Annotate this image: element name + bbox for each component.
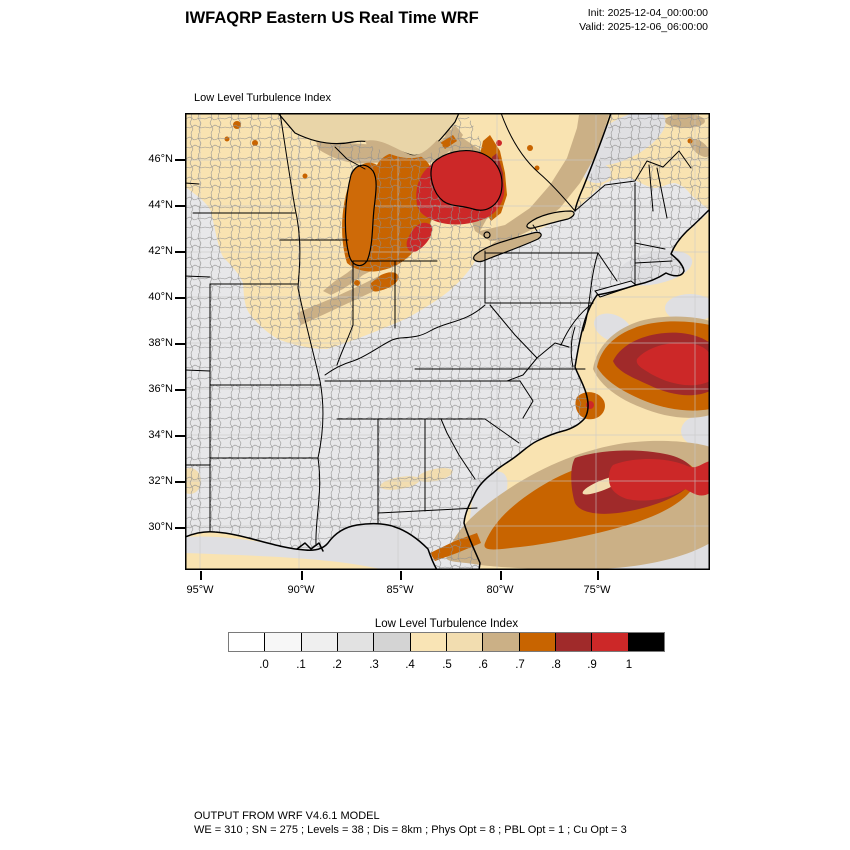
colorbar-label-8: .8 bbox=[551, 659, 561, 671]
gulf-gray-water bbox=[185, 523, 437, 570]
lon-tick-75w bbox=[597, 571, 599, 580]
lat-tick-38n bbox=[175, 343, 185, 345]
run-info: Init: 2025-12-04_00:00:00 Valid: 2025-12… bbox=[510, 7, 708, 34]
lat-tick-42n bbox=[175, 251, 185, 253]
colorbar-label-10: 1 bbox=[625, 659, 633, 671]
lat-label-42n: 42°N bbox=[148, 245, 173, 257]
gray-ocean-ne-2 bbox=[665, 294, 715, 322]
lon-tick-85w bbox=[400, 571, 402, 580]
model-info-footer: OUTPUT FROM WRF V4.6.1 MODEL WE = 310 ; … bbox=[194, 810, 627, 837]
lon-label-90w: 90°W bbox=[287, 584, 315, 596]
colorbar-label-7: .7 bbox=[515, 659, 525, 671]
footer-line-1: OUTPUT FROM WRF V4.6.1 MODEL bbox=[194, 810, 380, 822]
valid-time-label: Valid: 2025-12-06_06:00:00 bbox=[579, 20, 708, 33]
orange-dot-ontario-2 bbox=[534, 165, 540, 171]
lake-superior-tan-east bbox=[365, 140, 443, 159]
colorbar-cell bbox=[300, 633, 337, 651]
colorbar-label-2: .2 bbox=[332, 659, 342, 671]
lon-label-85w: 85°W bbox=[386, 584, 414, 596]
colorbar-label-9: .9 bbox=[587, 659, 597, 671]
colorbar-label-6: .6 bbox=[478, 659, 488, 671]
turbulence-map bbox=[179, 110, 725, 571]
red-atlantic-lower-core bbox=[609, 459, 710, 501]
chesapeake-bay bbox=[570, 326, 576, 368]
lon-label-80w: 80°W bbox=[486, 584, 514, 596]
map-canvas bbox=[179, 110, 725, 571]
lat-tick-46n bbox=[175, 159, 185, 161]
colorbar-label-1: .1 bbox=[296, 659, 306, 671]
colorbar-label-4: .4 bbox=[405, 659, 415, 671]
lat-tick-32n bbox=[175, 481, 185, 483]
lat-label-38n: 38°N bbox=[148, 337, 173, 349]
red-dot-ontario bbox=[496, 140, 502, 146]
great-lakes bbox=[277, 112, 575, 267]
lon-label-95w: 95°W bbox=[186, 584, 214, 596]
lat-label-40n: 40°N bbox=[148, 291, 173, 303]
lon-tick-95w bbox=[200, 571, 202, 580]
colorbar-cell bbox=[482, 633, 519, 651]
lon-label-75w: 75°W bbox=[583, 584, 611, 596]
page-title: IWFAQRP Eastern US Real Time WRF bbox=[185, 9, 479, 27]
colorbar-cell bbox=[373, 633, 410, 651]
lake-erie bbox=[472, 231, 542, 263]
colorbar-label-3: .3 bbox=[369, 659, 379, 671]
lat-tick-30n bbox=[175, 527, 185, 529]
lat-tick-34n bbox=[175, 435, 185, 437]
lat-tick-44n bbox=[175, 205, 185, 207]
colorbar bbox=[228, 632, 665, 652]
footer-line-2: WE = 310 ; SN = 275 ; Levels = 38 ; Dis … bbox=[194, 823, 627, 836]
lake-huron bbox=[430, 150, 503, 211]
atlantic-coastline bbox=[463, 208, 711, 571]
lat-tick-36n bbox=[175, 389, 185, 391]
st-lawrence-river bbox=[574, 112, 612, 212]
lat-label-34n: 34°N bbox=[148, 429, 173, 441]
lon-tick-90w bbox=[301, 571, 303, 580]
colorbar-cell bbox=[264, 633, 301, 651]
map-frame-border bbox=[185, 113, 710, 570]
colorbar-cell bbox=[445, 633, 483, 651]
lat-tick-40n bbox=[175, 297, 185, 299]
colorbar-cell bbox=[229, 633, 265, 651]
lake-michigan bbox=[344, 164, 377, 267]
colorbar-cell bbox=[409, 633, 446, 651]
lon-tick-80w bbox=[500, 571, 502, 580]
orange-dot-ontario-1 bbox=[527, 145, 533, 151]
red-atlantic-upper-core bbox=[636, 342, 710, 386]
colorbar-cell bbox=[554, 633, 592, 651]
lake-st-clair bbox=[483, 231, 491, 239]
colorbar-cell bbox=[518, 633, 555, 651]
colorbar-cell bbox=[591, 633, 628, 651]
init-time-label: Init: 2025-12-04_00:00:00 bbox=[587, 7, 708, 19]
field-title: Low Level Turbulence Index bbox=[194, 92, 331, 104]
lat-label-32n: 32°N bbox=[148, 475, 173, 487]
colorbar-cell bbox=[336, 633, 374, 651]
colorbar-cell bbox=[627, 633, 664, 651]
county-boundaries-texture bbox=[185, 113, 710, 570]
mississippi-delta bbox=[296, 542, 324, 552]
colorbar-title: Low Level Turbulence Index bbox=[374, 618, 519, 630]
lat-label-46n: 46°N bbox=[148, 153, 173, 165]
lake-ontario bbox=[526, 210, 575, 229]
lat-label-44n: 44°N bbox=[148, 199, 173, 211]
gulf-coastline bbox=[184, 522, 438, 571]
lat-label-36n: 36°N bbox=[148, 383, 173, 395]
lat-label-30n: 30°N bbox=[148, 521, 173, 533]
colorbar-label-5: .5 bbox=[442, 659, 452, 671]
colorbar-label-0: .0 bbox=[259, 659, 269, 671]
coastlines bbox=[184, 112, 711, 571]
state-borders bbox=[184, 112, 692, 546]
